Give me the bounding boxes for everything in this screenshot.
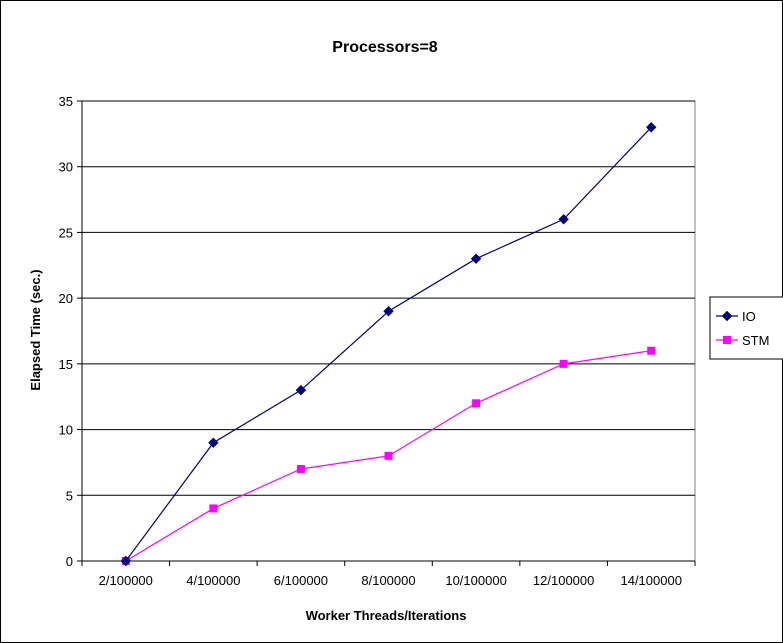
y-axis-title: Elapsed Time (sec.) [28, 269, 43, 390]
x-tick-label: 4/100000 [186, 573, 240, 588]
legend-marker-stm [723, 336, 731, 344]
y-tick-label: 0 [66, 554, 73, 569]
x-tick-label: 10/100000 [445, 573, 506, 588]
x-tick-label: 12/100000 [533, 573, 594, 588]
data-point-io [470, 253, 482, 264]
y-tick-label: 30 [59, 160, 73, 175]
y-tick-label: 5 [66, 488, 73, 503]
plot-area: 0 5 10 15 20 25 30 35 2/100000 4/100000 6/100000 8/… [59, 94, 696, 588]
data-point-stm [209, 504, 218, 513]
data-point-io [646, 122, 657, 133]
x-tick-label: 14/100000 [620, 573, 681, 588]
legend-label-stm: STM [742, 333, 769, 348]
y-tick-label: 25 [59, 225, 73, 240]
data-point-io [208, 437, 219, 448]
legend-marker-io [721, 310, 733, 322]
data-point-io [558, 214, 569, 225]
data-point-stm [296, 465, 305, 473]
chart-title: Processors=8 [332, 39, 438, 56]
data-point-io [295, 384, 307, 396]
plot-frame [81, 100, 696, 562]
y-tick-label: 20 [59, 291, 73, 306]
data-point-stm [559, 359, 568, 368]
legend-label-io: IO [742, 309, 756, 324]
legend: IO STM [709, 296, 783, 360]
data-point-io [120, 555, 131, 567]
x-tick-label: 6/100000 [274, 573, 328, 588]
legend-box [709, 296, 783, 360]
y-tick-label: 15 [59, 357, 73, 372]
data-point-stm [472, 399, 481, 408]
x-tick-label: 8/100000 [361, 573, 415, 588]
data-point-stm [647, 346, 656, 355]
data-point-io [383, 306, 394, 317]
data-point-stm [384, 451, 393, 460]
y-tick-label: 10 [59, 423, 73, 438]
y-tick-label: 35 [59, 94, 73, 109]
x-axis-title: Worker Threads/Iterations [306, 608, 467, 623]
x-tick-label: 2/100000 [99, 573, 153, 588]
